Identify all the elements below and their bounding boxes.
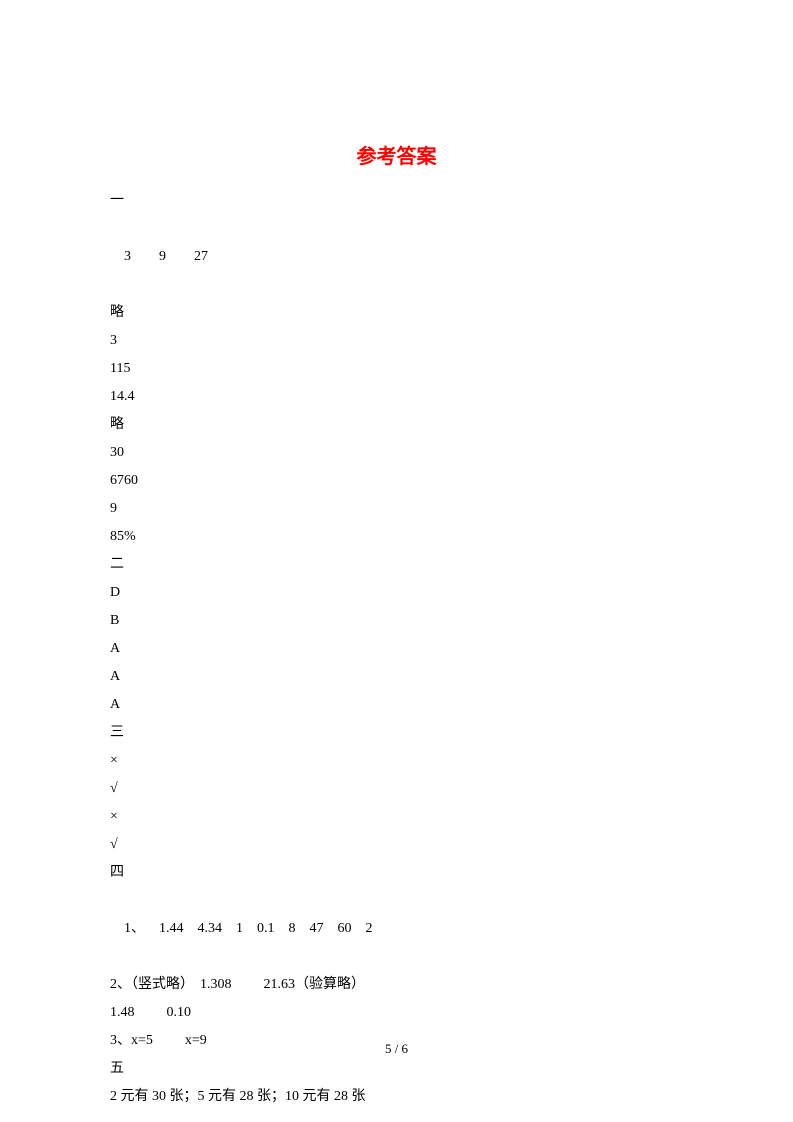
s1-a3: 3	[110, 327, 683, 355]
s1-a5: 14.4	[110, 383, 683, 411]
s4-q1-v8: 2	[366, 921, 373, 936]
s3-a4: √	[110, 831, 683, 859]
s1-a6: 略	[110, 411, 683, 439]
s1-a9: 9	[110, 495, 683, 523]
s4-q2b-v1: 1.48	[110, 1005, 135, 1020]
s3-a3: ×	[110, 803, 683, 831]
s4-q2-pre: 2、	[110, 977, 131, 992]
s1-a2: 略	[110, 299, 683, 327]
section-3-label: 三	[110, 719, 683, 747]
title-text: 参考答案	[357, 146, 437, 168]
s4-q1-v1: 1.44	[159, 921, 184, 936]
s4-q2b-v2: 0.10	[167, 1005, 192, 1020]
s3-a2: √	[110, 775, 683, 803]
s4-q2-v1: 1.308	[200, 977, 232, 992]
s2-a1: D	[110, 579, 683, 607]
s1-a1: 3 9 27	[110, 215, 683, 299]
s4-q1-v4: 0.1	[257, 921, 275, 936]
section-2-label: 二	[110, 551, 683, 579]
s2-a2: B	[110, 607, 683, 635]
s1-a7: 30	[110, 439, 683, 467]
s4-q1-v5: 8	[289, 921, 296, 936]
page-title: 参考答案	[110, 140, 683, 169]
s2-a5: A	[110, 691, 683, 719]
s5-a1: 2 元有 30 张；5 元有 28 张；10 元有 28 张	[110, 1083, 683, 1111]
s1-a8: 6760	[110, 467, 683, 495]
s4-q2: 2、（竖式略） 1.308 21.63（验算略）	[110, 971, 683, 999]
s4-q1-v7: 60	[338, 921, 352, 936]
s2-a4: A	[110, 663, 683, 691]
s4-q1-pre: 1、	[124, 921, 145, 936]
s4-q2-v2: 21.63	[264, 977, 296, 992]
s4-q2-note1: （竖式略）	[131, 977, 194, 992]
s4-q1-v2: 4.34	[198, 921, 223, 936]
page-number: 5 / 6	[0, 1041, 793, 1057]
s4-q1: 1、 1.44 4.34 1 0.1 8 47 60 2	[110, 887, 683, 971]
s1-a1-p2: 9	[159, 249, 166, 264]
s1-a10: 85%	[110, 523, 683, 551]
s4-q2b: 1.48 0.10	[110, 999, 683, 1027]
s1-a4: 115	[110, 355, 683, 383]
s3-a1: ×	[110, 747, 683, 775]
s4-q2-note2: （验算略）	[295, 977, 365, 992]
section-1-label: 一	[110, 187, 683, 215]
section-4-label: 四	[110, 859, 683, 887]
s4-q1-v6: 47	[310, 921, 324, 936]
section-5-label: 五	[110, 1055, 683, 1083]
s4-q1-v3: 1	[236, 921, 243, 936]
s2-a3: A	[110, 635, 683, 663]
s1-a1-p1: 3	[124, 249, 131, 264]
s1-a1-p3: 27	[194, 249, 208, 264]
